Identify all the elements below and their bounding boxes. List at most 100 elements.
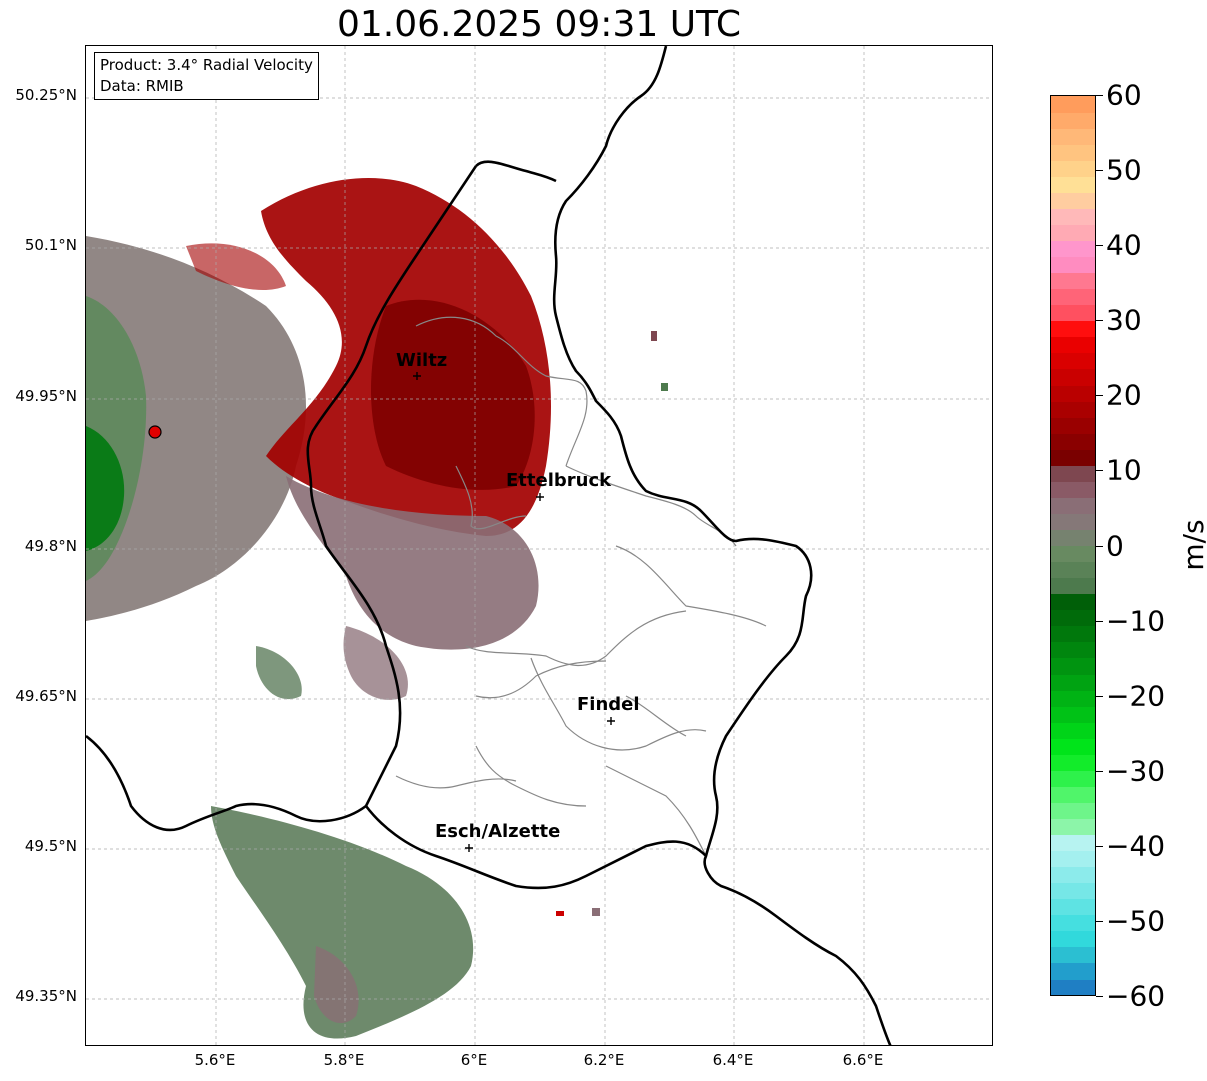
colorbar-tick-label: 40 [1106, 228, 1142, 262]
colorbar-step [1051, 738, 1095, 755]
colorbar-step [1051, 176, 1095, 193]
colorbar-step [1051, 834, 1095, 852]
colorbar-step [1051, 593, 1095, 611]
map-panel[interactable] [85, 45, 993, 1046]
colorbar-step [1051, 96, 1095, 113]
lon-tick-label: 6.2°E [583, 1051, 625, 1069]
colorbar-step [1051, 513, 1095, 531]
colorbar-step [1051, 384, 1095, 402]
colorbar-step [1051, 160, 1095, 177]
colorbar-tick-label: 30 [1106, 303, 1142, 337]
lon-tick-label: 6°E [460, 1051, 488, 1069]
lat-tick-label: 50.25°N [15, 86, 77, 104]
colorbar-step [1051, 128, 1095, 145]
colorbar-step [1051, 224, 1095, 242]
canton-boundaries [395, 316, 767, 857]
colorbar-tick-label: −20 [1106, 679, 1166, 713]
colorbar-step [1051, 352, 1095, 370]
colorbar-tick-label: −50 [1106, 904, 1166, 938]
map-canvas [86, 46, 992, 1045]
city-marker-findel [607, 717, 615, 725]
colorbar-step [1051, 609, 1095, 627]
colorbar-step [1051, 754, 1095, 771]
city-markers [413, 372, 615, 852]
lon-tick-label: 5.8°E [323, 1051, 365, 1069]
colorbar-step [1051, 401, 1095, 418]
echo-dark-red-core [371, 299, 535, 490]
echo-speck-1 [651, 331, 657, 341]
colorbar-tick-mark [1096, 920, 1103, 922]
colorbar-tick-label: 20 [1106, 378, 1142, 412]
map-title: 01.06.2025 09:31 UTC [336, 4, 742, 45]
colorbar-unit-label: m/s [1177, 519, 1207, 571]
colorbar-step [1051, 914, 1095, 932]
lat-tick-label: 49.35°N [15, 987, 77, 1005]
echo-mauve-south-2 [314, 946, 359, 1024]
colorbar-step [1051, 577, 1095, 595]
colorbar-tick-mark [1096, 470, 1103, 472]
colorbar-tick-mark [1096, 95, 1103, 96]
product-label: Product: 3.4° Radial Velocity [100, 56, 313, 74]
radar-echoes [86, 178, 668, 1039]
colorbar-step [1051, 368, 1095, 386]
lon-tick-label: 5.6°E [194, 1051, 236, 1069]
gridlines [86, 46, 992, 1045]
radar-site-marker[interactable] [148, 425, 162, 439]
colorbar-step [1051, 112, 1095, 129]
colorbar-step [1051, 449, 1095, 466]
colorbar-step [1051, 770, 1095, 787]
lat-tick-label: 49.95°N [15, 387, 77, 405]
lon-tick-label: 6.6°E [842, 1051, 884, 1069]
lon-tick-label: 6.4°E [712, 1051, 754, 1069]
colorbar-step [1051, 433, 1095, 450]
city-marker-esch [465, 844, 473, 852]
echo-red-scatter [186, 243, 286, 291]
colorbar-step [1051, 497, 1095, 514]
echo-near-zero-west [86, 236, 306, 621]
colorbar-tick-label: 60 [1106, 78, 1142, 112]
echo-speck-4 [592, 908, 600, 916]
velocity-colorbar [1050, 95, 1096, 996]
colorbar-tick-label: −10 [1106, 604, 1166, 638]
lat-tick-label: 50.1°N [24, 236, 77, 254]
colorbar-step [1051, 240, 1095, 258]
colorbar-step [1051, 673, 1095, 691]
echo-green-scatter [256, 646, 302, 700]
colorbar-step [1051, 144, 1095, 161]
lat-tick-label: 49.8°N [24, 537, 77, 555]
colorbar-step [1051, 481, 1095, 498]
colorbar-step [1051, 465, 1095, 482]
colorbar-step [1051, 529, 1095, 547]
colorbar-step [1051, 625, 1095, 643]
colorbar-tick-mark [1096, 320, 1103, 322]
colorbar-step [1051, 946, 1095, 964]
colorbar-step [1051, 898, 1095, 916]
colorbar-tick-mark [1096, 845, 1103, 847]
product-info-box: Product: 3.4° Radial Velocity Data: RMIB [94, 52, 319, 100]
colorbar-step [1051, 320, 1095, 338]
colorbar-tick-mark [1096, 395, 1103, 397]
colorbar-tick-mark [1096, 620, 1103, 622]
colorbar-step [1051, 882, 1095, 900]
colorbar-step [1051, 657, 1095, 675]
colorbar-step [1051, 208, 1095, 226]
colorbar-step [1051, 689, 1095, 707]
colorbar-tick-label: 10 [1106, 453, 1142, 487]
colorbar-step [1051, 336, 1095, 354]
colorbar-tick-label: 50 [1106, 153, 1142, 187]
colorbar-step [1051, 192, 1095, 209]
colorbar-tick-label: −30 [1106, 754, 1166, 788]
colorbar-step [1051, 962, 1095, 980]
city-label-findel: Findel [577, 694, 640, 715]
data-source-label: Data: RMIB [100, 77, 184, 95]
colorbar-step [1051, 545, 1095, 563]
city-marker-ettelbruck [536, 493, 544, 501]
colorbar-step [1051, 256, 1095, 274]
colorbar-tick-mark [1096, 170, 1103, 172]
echo-green-south [211, 806, 474, 1039]
city-label-ettelbruck: Ettelbruck [506, 470, 612, 491]
colorbar-step [1051, 288, 1095, 306]
colorbar-step [1051, 802, 1095, 819]
colorbar-step [1051, 818, 1095, 836]
colorbar-tick-mark [1096, 770, 1103, 772]
